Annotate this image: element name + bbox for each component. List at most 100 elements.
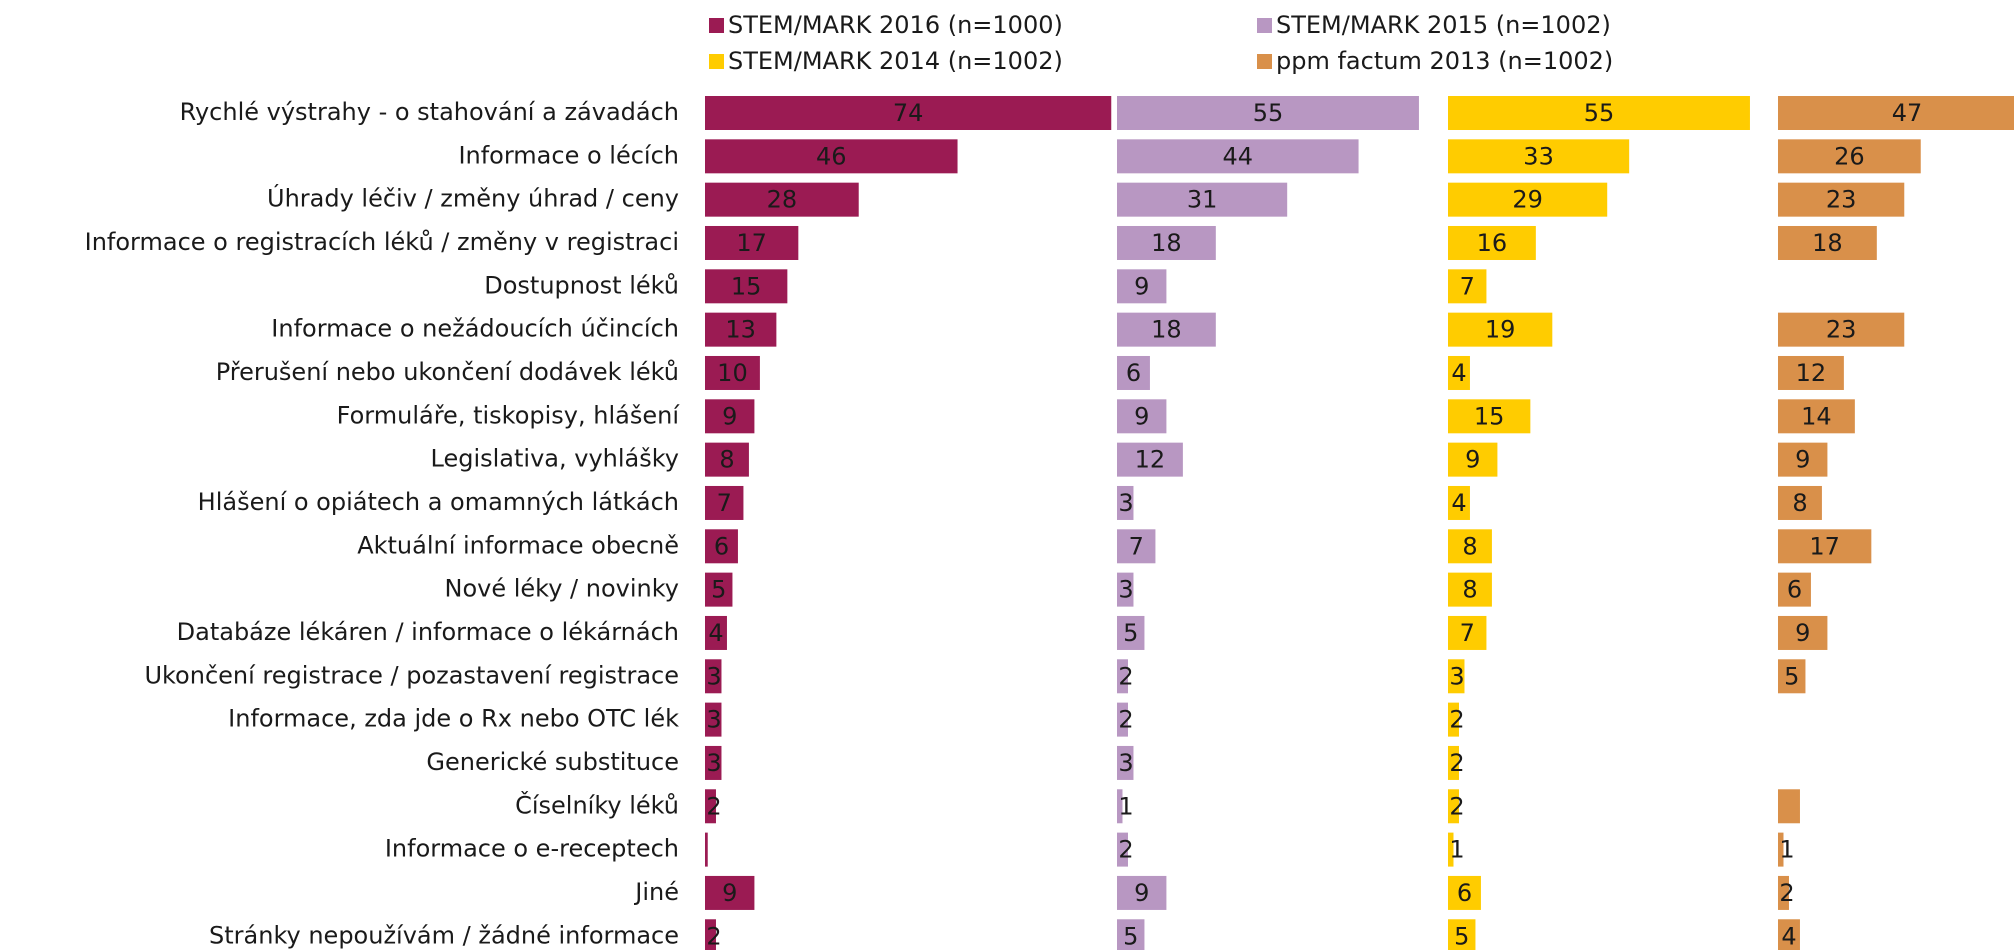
bar [1778,875,1789,910]
category-label: Informace o e-receptech [385,835,679,863]
data-label: 14 [1801,402,1832,430]
bar [1117,269,1167,304]
category-label: Ukončení registrace / pozastavení regist… [144,661,679,689]
bar [1117,96,1419,130]
bar [1448,919,1476,950]
bar [1448,875,1481,910]
bar [1117,832,1128,867]
data-label: 9 [1134,402,1149,430]
category-label: Jiné [633,878,679,906]
data-label: 8 [1792,489,1807,517]
data-label: 29 [1512,186,1543,214]
bar [705,832,708,867]
bar [1448,789,1459,824]
data-label: 18 [1151,229,1182,257]
legend-swatch [709,18,724,33]
data-label: 3 [1449,662,1464,690]
category-label: Informace o nežádoucích účincích [271,315,679,343]
bar [705,572,733,607]
bar [1448,96,1750,130]
legend-label: STEM/MARK 2016 (n=1000) [728,11,1063,39]
legend-label: ppm factum 2013 (n=1002) [1276,47,1613,75]
data-label: 2 [1118,662,1133,690]
data-label: 31 [1187,186,1218,214]
data-label: 9 [1134,879,1149,907]
data-label: 2 [706,792,721,820]
bar [1448,139,1630,174]
bar [1117,442,1183,477]
bar [1778,182,1905,217]
bar [1778,96,2014,130]
data-label: 3 [706,706,721,734]
bar [1448,225,1536,260]
data-label: 3 [706,749,721,777]
bar [1117,485,1134,520]
data-label: 17 [1809,532,1840,560]
bar [1778,789,1800,824]
category-label: Dostupnost léků [484,271,679,299]
bar [705,875,755,910]
bar [1117,399,1167,434]
data-label: 8 [1462,532,1477,560]
bar [1778,139,1921,174]
bar [1448,269,1487,304]
bar [705,269,788,304]
bar [1448,659,1465,694]
bar [1117,182,1288,217]
bar [1117,789,1123,824]
data-label: 3 [1118,489,1133,517]
bar [705,139,958,174]
category-label: Číselníky léků [515,789,679,819]
data-label: 12 [1135,446,1166,474]
bar [705,529,738,564]
bar [1117,615,1145,650]
data-label: 3 [1118,576,1133,604]
bar [1448,529,1492,564]
bar [1778,572,1811,607]
legend-label: STEM/MARK 2015 (n=1002) [1276,11,1611,39]
data-label: 9 [1134,272,1149,300]
bar [1117,702,1128,737]
bar [1778,615,1828,650]
bar [1778,399,1855,434]
category-label: Formuláře, tiskopisy, hlášení [337,401,681,429]
data-label: 1 [1449,836,1464,864]
bar [705,919,716,950]
data-label: 23 [1826,186,1857,214]
data-label: 55 [1253,99,1284,127]
bar [705,745,722,780]
bar [1448,702,1459,737]
data-label: 5 [1454,922,1469,950]
bar [1117,919,1145,950]
bar [705,399,755,434]
bar [1448,745,1459,780]
bar [1117,745,1134,780]
legend-swatch [1257,18,1272,33]
bar [1448,312,1553,347]
data-label: 6 [714,532,729,560]
bar [1448,615,1487,650]
bar [1448,355,1470,390]
bar [1117,225,1216,260]
bar [1778,442,1828,477]
data-label: 9 [1465,446,1480,474]
category-label: Informace o registracích léků / změny v … [85,228,679,256]
bar [1117,312,1216,347]
data-label: 19 [1485,316,1516,344]
data-label: 28 [767,186,798,214]
bar [1117,355,1150,390]
legend-swatch [1257,54,1272,69]
data-label: 9 [1795,446,1810,474]
category-label: Databáze lékáren / informace o lékárnách [177,618,679,646]
data-label: 2 [1449,749,1464,777]
data-label: 2 [1779,879,1794,907]
bar [1117,139,1359,174]
legend-label: STEM/MARK 2014 (n=1002) [728,47,1063,75]
bar [1778,919,1800,950]
bar [1778,832,1784,867]
bar [1778,659,1806,694]
bar [1448,399,1531,434]
data-label: 13 [725,316,756,344]
legend-swatch [709,54,724,69]
category-label: Informace o lécích [458,141,679,169]
